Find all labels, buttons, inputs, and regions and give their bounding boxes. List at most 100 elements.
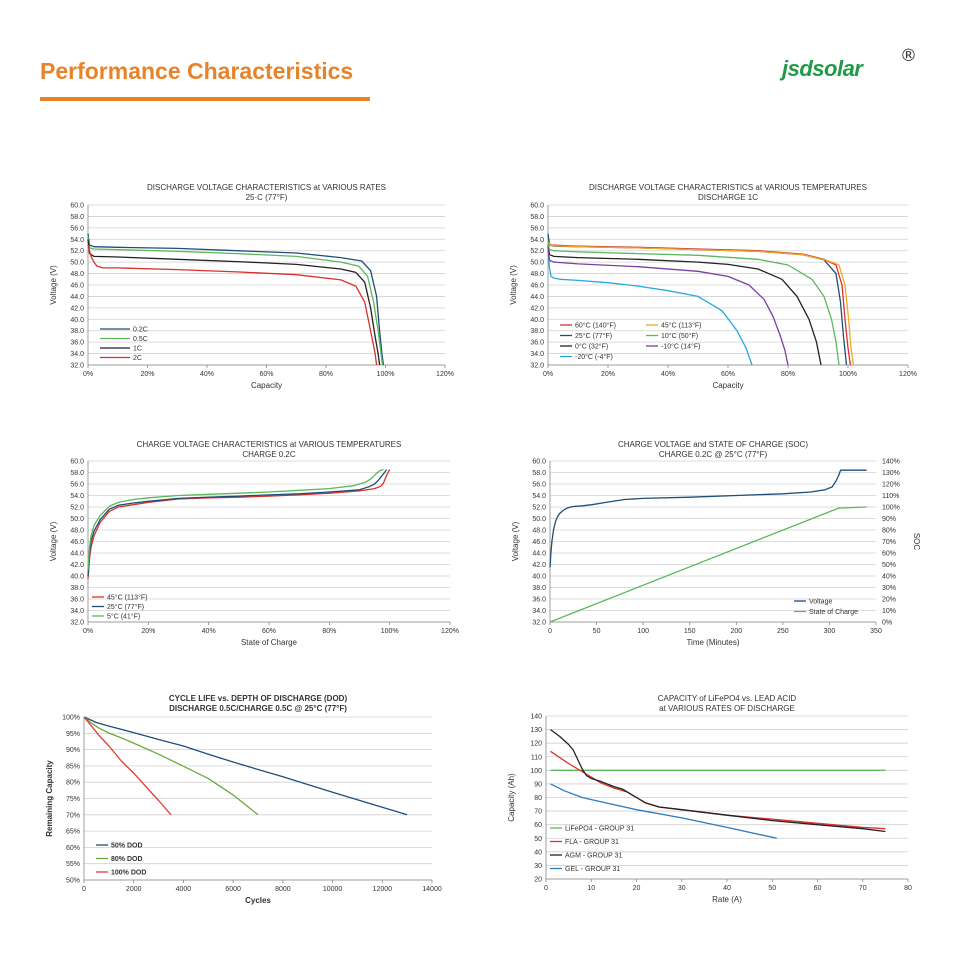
y-tick-label: 48.0 bbox=[530, 271, 544, 278]
y-tick-label: 56.0 bbox=[70, 482, 84, 489]
y-tick-label: 100% bbox=[62, 715, 80, 722]
chart-title: CHARGE VOLTAGE and STATE OF CHARGE (SOC) bbox=[618, 440, 808, 449]
series-line-45-c-113-f bbox=[87, 469, 391, 579]
y2-tick-label: 10% bbox=[882, 608, 896, 615]
legend-label: -20°C (-4°F) bbox=[575, 353, 613, 361]
series-line-2c bbox=[87, 244, 378, 366]
brand-wordmark: jsdsolar bbox=[782, 56, 863, 81]
x-axis-label: Capacity bbox=[712, 381, 743, 390]
x-tick-label: 120% bbox=[899, 371, 917, 378]
y-tick-label: 32.0 bbox=[70, 363, 84, 370]
y-tick-label: 40.0 bbox=[70, 317, 84, 324]
series-line-0-2c bbox=[87, 233, 385, 366]
y-tick-label: 36.0 bbox=[532, 597, 546, 604]
chart-discharge-temperatures: DISCHARGE VOLTAGE CHARACTERISTICS at VAR… bbox=[509, 183, 917, 390]
y-tick-label: 52.0 bbox=[70, 505, 84, 512]
chart-subtitle: CHARGE 0.2C @ 25°C (77°F) bbox=[659, 450, 768, 459]
y-tick-label: 44.0 bbox=[70, 294, 84, 301]
x-tick-label: 300 bbox=[824, 628, 836, 635]
x-tick-label: 100 bbox=[637, 628, 649, 635]
x-tick-label: 150 bbox=[684, 628, 696, 635]
x-tick-label: 0% bbox=[83, 371, 93, 378]
x-axis-label: Time (Minutes) bbox=[686, 638, 739, 647]
y-tick-label: 32.0 bbox=[532, 620, 546, 627]
y-tick-label: 60.0 bbox=[70, 459, 84, 466]
y-tick-label: 50.0 bbox=[70, 260, 84, 267]
y-tick-label: 56.0 bbox=[70, 225, 84, 232]
y-tick-label: 42.0 bbox=[70, 562, 84, 569]
y-tick-label: 32.0 bbox=[70, 620, 84, 627]
x-tick-label: 8000 bbox=[275, 886, 291, 893]
y-tick-label: 56.0 bbox=[532, 482, 546, 489]
x-tick-label: 40% bbox=[202, 628, 216, 635]
x-tick-label: 70 bbox=[859, 885, 867, 892]
y-axis-label: Voltage (V) bbox=[511, 521, 520, 561]
y2-tick-label: 60% bbox=[882, 551, 896, 558]
y-tick-label: 46.0 bbox=[532, 539, 546, 546]
y-tick-label: 70% bbox=[66, 812, 80, 819]
chart-title: DISCHARGE VOLTAGE CHARACTERISTICS at VAR… bbox=[147, 183, 386, 192]
x-tick-label: 200 bbox=[730, 628, 742, 635]
series-line-10-c-50-f bbox=[547, 241, 840, 366]
chart-subtitle: DISCHARGE 0.5C/CHARGE 0.5C @ 25°C (77°F) bbox=[169, 704, 347, 713]
legend-label: AGM - GROUP 31 bbox=[565, 853, 623, 860]
y-tick-label: 42.0 bbox=[530, 305, 544, 312]
y-tick-label: 50.0 bbox=[530, 260, 544, 267]
y-tick-label: 30 bbox=[534, 863, 542, 870]
y2-tick-label: 140% bbox=[882, 459, 900, 466]
x-tick-label: 20 bbox=[633, 885, 641, 892]
y-tick-label: 58.0 bbox=[532, 470, 546, 477]
x-tick-label: 60% bbox=[721, 371, 735, 378]
y-tick-label: 48.0 bbox=[532, 528, 546, 535]
x-tick-label: 80% bbox=[319, 371, 333, 378]
y-tick-label: 46.0 bbox=[70, 539, 84, 546]
y2-tick-label: 70% bbox=[882, 539, 896, 546]
y-tick-label: 46.0 bbox=[70, 283, 84, 290]
y-tick-label: 44.0 bbox=[70, 551, 84, 558]
legend-label: 1C bbox=[133, 346, 142, 353]
y-tick-label: 38.0 bbox=[532, 585, 546, 592]
y-tick-label: 34.0 bbox=[530, 351, 544, 358]
y-tick-label: 110 bbox=[531, 754, 542, 761]
page-title: Performance Characteristics bbox=[40, 58, 354, 84]
y-tick-label: 52.0 bbox=[70, 248, 84, 255]
y-tick-label: 75% bbox=[66, 796, 80, 803]
y-tick-label: 36.0 bbox=[70, 597, 84, 604]
x-tick-label: 60% bbox=[262, 628, 276, 635]
registered-mark: ® bbox=[900, 46, 917, 66]
y2-tick-label: 0% bbox=[882, 620, 892, 627]
series-line-20-c-4-f bbox=[547, 250, 753, 366]
y-tick-label: 34.0 bbox=[70, 351, 84, 358]
x-axis-label: State of Charge bbox=[241, 638, 298, 647]
y-tick-label: 60.0 bbox=[532, 459, 546, 466]
chart-subtitle: CHARGE 0.2C bbox=[242, 450, 296, 459]
y-tick-label: 80 bbox=[534, 795, 542, 802]
legend-label: 25°C (77°F) bbox=[575, 332, 612, 340]
y2-tick-label: 90% bbox=[882, 516, 896, 523]
y-tick-label: 48.0 bbox=[70, 528, 84, 535]
x-tick-label: 100% bbox=[381, 628, 399, 635]
y-tick-label: 55% bbox=[66, 861, 80, 868]
y-tick-label: 42.0 bbox=[70, 305, 84, 312]
y-tick-label: 40.0 bbox=[530, 317, 544, 324]
y2-tick-label: 20% bbox=[882, 597, 896, 604]
y-tick-label: 58.0 bbox=[70, 470, 84, 477]
y-tick-label: 40.0 bbox=[70, 574, 84, 581]
series-line-50-dod bbox=[83, 716, 408, 816]
y-tick-label: 40 bbox=[534, 849, 542, 856]
y-tick-label: 90 bbox=[534, 781, 542, 788]
series-line-voltage bbox=[549, 469, 867, 568]
series-line-5-c-41-f bbox=[87, 468, 384, 571]
y-tick-label: 40.0 bbox=[532, 574, 546, 581]
y-tick-label: 130 bbox=[530, 727, 542, 734]
y-tick-label: 56.0 bbox=[530, 225, 544, 232]
legend-label: 25°C (77°F) bbox=[107, 603, 144, 611]
legend-label: Voltage bbox=[809, 599, 832, 606]
chart-title: CHARGE VOLTAGE CHARACTERISTICS at VARIOU… bbox=[137, 440, 402, 449]
y-tick-label: 34.0 bbox=[70, 608, 84, 615]
y-tick-label: 100 bbox=[530, 768, 542, 775]
chart-title: DISCHARGE VOLTAGE CHARACTERISTICS at VAR… bbox=[589, 183, 867, 192]
legend-label: 100% DOD bbox=[111, 870, 146, 877]
chart-subtitle: at VARIOUS RATES OF DISCHARGE bbox=[659, 704, 795, 713]
